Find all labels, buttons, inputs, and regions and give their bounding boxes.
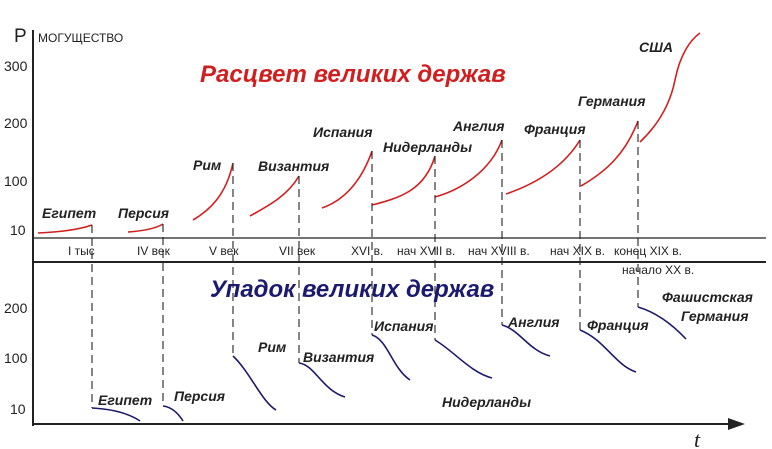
decline-label-fascist: Фашистская [662,289,753,305]
decline-label-england: Англия [507,314,560,330]
rise-label-usa: США [639,39,673,55]
rise-curve-netherlands [371,155,436,206]
rise-curve-france [505,139,581,195]
top-axis-letter: P [14,26,27,47]
decline-curves [91,306,687,422]
rise-curve-egypt [37,224,93,234]
rise-curve-byzantium [249,175,300,217]
bottom-ytick-100: 100 [4,350,28,366]
rise-curve-rome [192,162,234,221]
decline-curve-england [501,324,551,357]
decline-curve-persia [162,405,184,422]
dashed-connectors [91,121,639,408]
rise-label-rome: Рим [193,157,222,173]
rise-label-spain: Испания [313,124,372,140]
decline-label-germany: Германия [681,308,748,324]
top-ytick-200: 200 [4,115,28,131]
decline-label-rome: Рим [258,339,287,355]
rise-curves [37,32,701,234]
xtick-5: XVI в. [351,244,383,258]
rise-label-england: Англия [452,118,505,134]
decline-curve-spain [371,334,411,381]
decline-curve-rome [232,355,277,411]
top-axis-label: МОГУЩЕСТВО [38,31,123,45]
top-ytick-300: 300 [4,58,28,74]
rise-curve-germany [580,120,639,187]
xtick-7: нач XVIII в. [468,244,530,258]
bottom-title: Упадок великих держав [210,276,494,303]
decline-label-egypt: Египет [98,392,152,408]
decline-curve-netherlands [434,339,493,379]
rise-label-byzantium: Византия [258,158,329,174]
bottom-ytick-10: 10 [10,401,26,417]
top-ytick-10: 10 [10,222,26,238]
xtick-9: конец XIX в. [614,244,682,258]
decline-label-france: Франция [587,317,649,333]
xtick-extra: начало XX в. [622,263,694,277]
decline-label-spain: Испания [374,318,433,334]
xtick-1: I тыс [68,244,95,258]
bottom-axis-letter: t [694,427,701,449]
rise-label-netherlands: Нидерланды [383,139,472,155]
decline-label-byzantium: Византия [303,349,374,365]
xtick-3: V век [209,244,239,258]
rise-label-egypt: Египет [42,205,96,221]
rise-curve-usa [639,32,701,143]
decline-curve-france [579,329,637,373]
decline-curve-germany [637,306,687,340]
xtick-4: VII век [279,244,316,258]
xtick-6: нач XVII в. [397,244,455,258]
rise-curve-england [434,139,503,198]
top-ytick-100: 100 [4,173,28,189]
decline-curve-egypt [91,407,141,422]
rise-label-persia: Персия [118,205,169,221]
decline-curve-byzantium [298,362,346,398]
decline-label-netherlands: Нидерланды [442,394,531,410]
top-title: Расцвет великих держав [200,61,506,88]
bottom-ytick-200: 200 [4,300,28,316]
time-arrowhead [728,418,745,430]
xtick-8: нач XIX в. [550,244,605,258]
rise-curve-persia [127,223,164,233]
decline-label-persia: Персия [174,388,225,404]
xtick-2: IV век [137,244,171,258]
rise-curve-spain [321,150,373,209]
rise-label-france: Франция [524,121,586,137]
rise-label-germany: Германия [578,93,645,109]
